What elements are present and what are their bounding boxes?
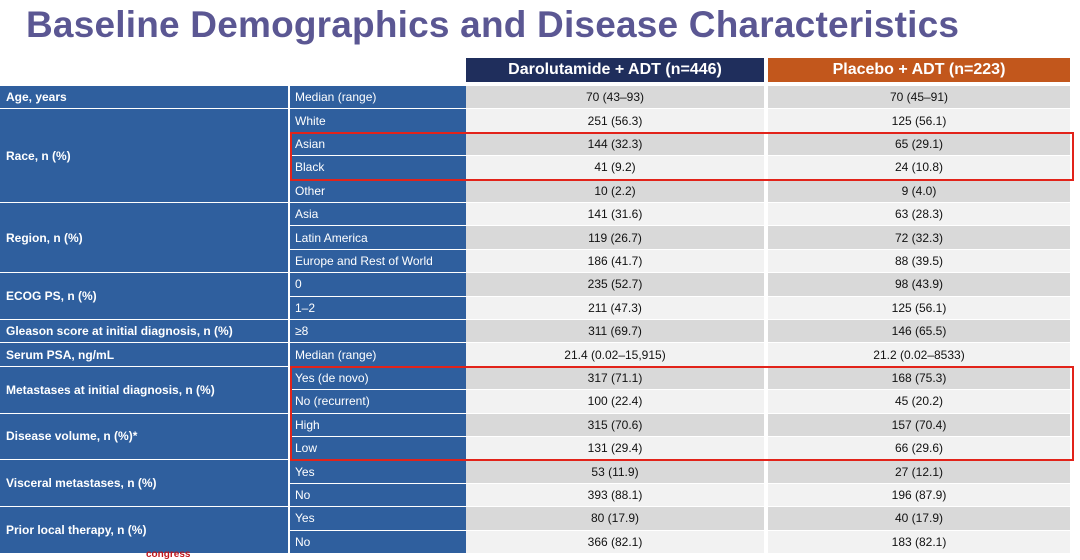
darolutamide-value: 251 (56.3) <box>466 109 764 133</box>
placebo-value: 196 (87.9) <box>768 483 1070 508</box>
darolutamide-value: 119 (26.7) <box>466 226 764 250</box>
row-sublabel: No (recurrent) <box>290 390 466 414</box>
darolutamide-value: 235 (52.7) <box>466 273 764 297</box>
darolutamide-value: 317 (71.1) <box>466 366 764 391</box>
row-group-label: Serum PSA, ng/mL <box>0 343 288 367</box>
row-sublabel: Median (range) <box>290 343 466 367</box>
row-sublabel: No <box>290 483 466 508</box>
darolutamide-value: 393 (88.1) <box>466 483 764 508</box>
darolutamide-value: 311 (69.7) <box>466 320 764 344</box>
darolutamide-value: 21.4 (0.02–15,915) <box>466 343 764 367</box>
placebo-value: 157 (70.4) <box>768 413 1070 437</box>
row-sublabel: High <box>290 413 466 437</box>
placebo-value: 70 (45–91) <box>768 86 1070 110</box>
placebo-value: 24 (10.8) <box>768 156 1070 180</box>
darolutamide-value: 144 (32.3) <box>466 132 764 157</box>
darolutamide-value: 80 (17.9) <box>466 507 764 531</box>
placebo-value: 88 (39.5) <box>768 249 1070 274</box>
darolutamide-value: 186 (41.7) <box>466 249 764 274</box>
row-sublabel: Europe and Rest of World <box>290 249 466 274</box>
placebo-value: 63 (28.3) <box>768 203 1070 227</box>
row-sublabel: White <box>290 109 466 133</box>
placebo-value: 125 (56.1) <box>768 296 1070 320</box>
placebo-value: 168 (75.3) <box>768 366 1070 391</box>
row-sublabel: Yes <box>290 507 466 531</box>
darolutamide-value: 10 (2.2) <box>466 179 764 203</box>
darolutamide-value: 70 (43–93) <box>466 86 764 110</box>
row-sublabel: Latin America <box>290 226 466 250</box>
placebo-value: 183 (82.1) <box>768 530 1070 554</box>
row-group-label: ECOG PS, n (%) <box>0 273 288 320</box>
placebo-value: 45 (20.2) <box>768 390 1070 414</box>
row-sublabel: Black <box>290 156 466 180</box>
row-sublabel: Asia <box>290 203 466 227</box>
row-sublabel: Yes (de novo) <box>290 366 466 391</box>
darolutamide-value: 315 (70.6) <box>466 413 764 437</box>
row-group-label: Age, years <box>0 86 288 110</box>
row-sublabel: Yes <box>290 460 466 484</box>
darolutamide-value: 53 (11.9) <box>466 460 764 484</box>
row-sublabel: ≥8 <box>290 320 466 344</box>
row-sublabel: 1–2 <box>290 296 466 320</box>
darolutamide-value: 41 (9.2) <box>466 156 764 180</box>
placebo-value: 21.2 (0.02–8533) <box>768 343 1070 367</box>
row-group-label: Region, n (%) <box>0 203 288 274</box>
placebo-value: 146 (65.5) <box>768 320 1070 344</box>
row-group-label: Race, n (%) <box>0 109 288 203</box>
placebo-value: 98 (43.9) <box>768 273 1070 297</box>
placebo-value: 72 (32.3) <box>768 226 1070 250</box>
placebo-value: 27 (12.1) <box>768 460 1070 484</box>
darolutamide-value: 211 (47.3) <box>466 296 764 320</box>
row-group-label: Metastases at initial diagnosis, n (%) <box>0 366 288 414</box>
darolutamide-value: 141 (31.6) <box>466 203 764 227</box>
row-sublabel: No <box>290 530 466 554</box>
row-group-label: Visceral metastases, n (%) <box>0 460 288 508</box>
column-header-darolutamide: Darolutamide + ADT (n=446) <box>466 58 764 82</box>
column-header-placebo: Placebo + ADT (n=223) <box>768 58 1070 82</box>
row-sublabel: Other <box>290 179 466 203</box>
darolutamide-value: 366 (82.1) <box>466 530 764 554</box>
row-group-label: Gleason score at initial diagnosis, n (%… <box>0 320 288 344</box>
row-group-label: Prior local therapy, n (%) <box>0 507 288 554</box>
page-title: Baseline Demographics and Disease Charac… <box>26 4 960 45</box>
placebo-value: 66 (29.6) <box>768 437 1070 461</box>
row-sublabel: Asian <box>290 132 466 157</box>
footer-logo-text: congress <box>146 549 191 560</box>
darolutamide-value: 131 (29.4) <box>466 437 764 461</box>
row-sublabel: 0 <box>290 273 466 297</box>
row-group-label: Disease volume, n (%)* <box>0 413 288 461</box>
row-sublabel: Median (range) <box>290 86 466 110</box>
darolutamide-value: 100 (22.4) <box>466 390 764 414</box>
placebo-value: 65 (29.1) <box>768 132 1070 157</box>
placebo-value: 125 (56.1) <box>768 109 1070 133</box>
placebo-value: 40 (17.9) <box>768 507 1070 531</box>
row-sublabel: Low <box>290 437 466 461</box>
placebo-value: 9 (4.0) <box>768 179 1070 203</box>
